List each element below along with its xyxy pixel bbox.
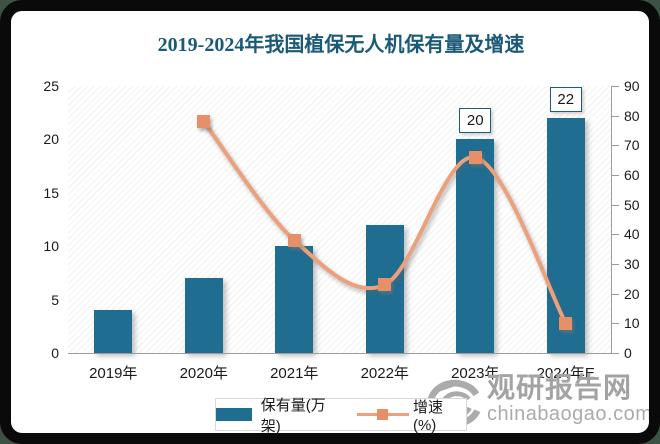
- right-axis-tick-label: 20: [624, 285, 640, 302]
- watermark-site-name: 观研报告网: [487, 372, 633, 403]
- right-axis-tick-mark: [611, 323, 619, 325]
- growth-marker-3: [378, 278, 392, 292]
- chart-canvas: 2019-2024年我国植保无人机保有量及增速 0 5 10 15 20 25 0 10 20 3…: [11, 11, 649, 433]
- x-axis-category-label: 2020年: [179, 365, 228, 382]
- bar-2020年: [184, 278, 223, 353]
- legend-line-marker: [377, 409, 389, 420]
- left-axis-tick-label: 25: [43, 78, 59, 94]
- plot-area: [68, 86, 611, 353]
- right-axis-tick-mark: [611, 204, 619, 206]
- x-axis-category-label: 2019年: [89, 365, 138, 382]
- legend-bar-swatch-icon: [216, 408, 252, 421]
- x-axis-category-label: 2023年: [451, 365, 500, 382]
- right-axis-tick-label: 80: [624, 107, 640, 124]
- bar-value-label-2023年: 20: [459, 108, 492, 134]
- x-axis-category-label: 2022年: [360, 365, 409, 382]
- right-axis-tick-mark: [611, 353, 619, 354]
- right-axis-tick-mark: [611, 293, 619, 295]
- growth-marker-2: [287, 233, 301, 247]
- right-axis-tick-label: 90: [624, 78, 640, 94]
- left-axis-tick-label: 0: [51, 345, 59, 361]
- legend-line-label: 增速(%): [412, 398, 443, 434]
- right-axis-tick-label: 40: [624, 226, 640, 243]
- left-axis-tick-label: 15: [43, 184, 59, 201]
- chart-title: 2019-2024年我国植保无人机保有量及增速: [157, 34, 525, 56]
- x-axis-category-label: 2024年E: [536, 365, 595, 382]
- right-axis-tick-label: 60: [624, 167, 640, 183]
- growth-marker-4: [468, 150, 482, 164]
- right-axis-tick-label: 30: [624, 256, 640, 272]
- right-axis-tick-label: 10: [624, 315, 640, 332]
- right-axis-tick-label: 50: [624, 196, 640, 213]
- right-axis-tick-mark: [611, 145, 619, 147]
- right-axis-tick-label: 70: [624, 137, 640, 154]
- watermark-domain: chinabaogao.com: [487, 403, 653, 425]
- right-axis-tick-label: 0: [624, 345, 632, 361]
- growth-marker-1: [197, 115, 211, 129]
- right-y-axis-line: [611, 86, 612, 353]
- growth-marker-5: [559, 316, 573, 330]
- watermark-text: 观研报告网 chinabaogao.com: [487, 372, 653, 426]
- x-axis-line: [68, 353, 619, 354]
- right-axis-tick-mark: [611, 115, 619, 117]
- legend: 保有量(万架) 增速(%): [215, 397, 467, 434]
- right-axis-tick-mark: [611, 234, 619, 236]
- x-axis-category-label: 2021年: [270, 365, 319, 382]
- right-axis-tick-mark: [611, 264, 619, 265]
- legend-bar-label: 保有量(万架): [260, 396, 326, 435]
- left-axis-tick-label: 5: [51, 291, 59, 308]
- bar-2023年: [456, 139, 495, 353]
- left-axis-tick-label: 20: [43, 131, 59, 148]
- legend-line-swatch-icon: [357, 408, 409, 421]
- bar-2019年: [94, 310, 133, 353]
- right-axis-tick-mark: [611, 86, 619, 87]
- bar-2021年: [275, 246, 314, 353]
- right-axis-tick-mark: [611, 175, 619, 176]
- left-axis-tick-label: 10: [43, 238, 59, 255]
- bar-value-label-2024年E: 22: [549, 87, 582, 113]
